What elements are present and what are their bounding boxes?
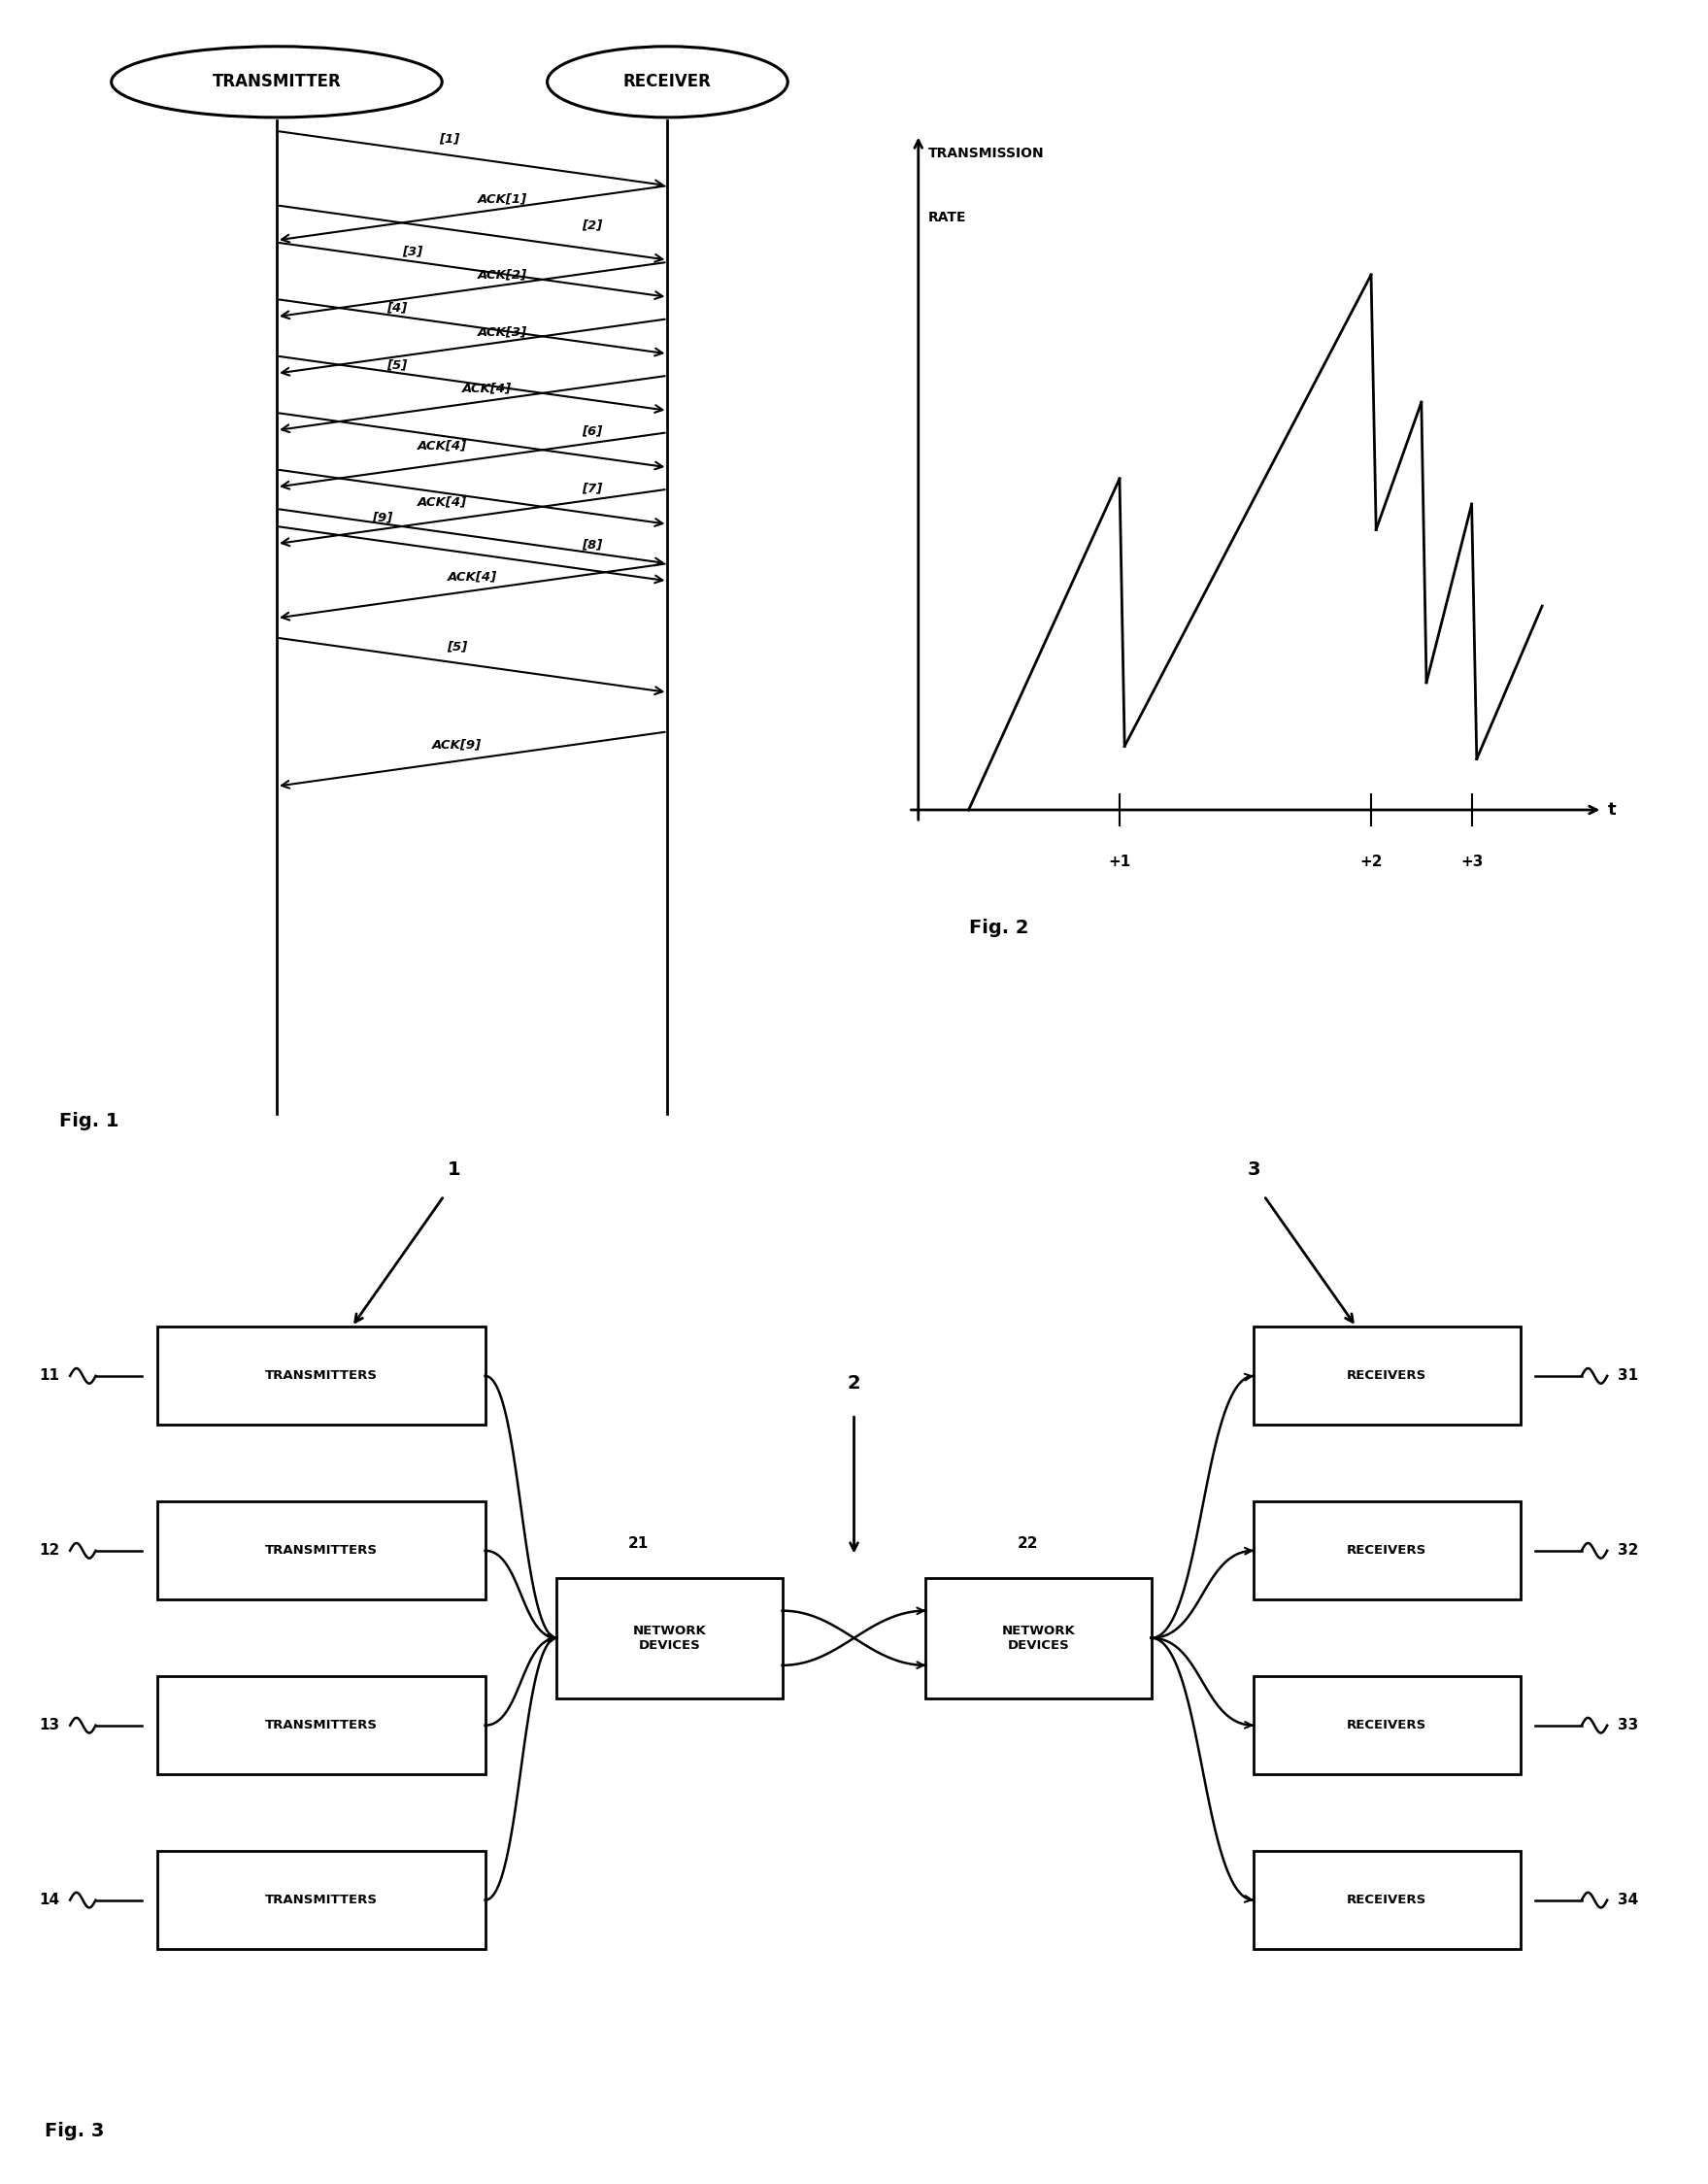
Text: RATE: RATE bbox=[929, 210, 967, 225]
FancyBboxPatch shape bbox=[926, 1579, 1151, 1699]
Text: Fig. 3: Fig. 3 bbox=[44, 2123, 104, 2140]
Text: 1: 1 bbox=[447, 1162, 461, 1179]
Text: [2]: [2] bbox=[582, 218, 603, 232]
Text: TRANSMITTER: TRANSMITTER bbox=[212, 72, 342, 92]
Text: 2: 2 bbox=[847, 1374, 861, 1393]
Text: 22: 22 bbox=[1018, 1535, 1038, 1551]
Text: ACK[9]: ACK[9] bbox=[432, 738, 482, 751]
FancyBboxPatch shape bbox=[1254, 1503, 1520, 1601]
Text: ACK[1]: ACK[1] bbox=[477, 192, 528, 205]
Text: ACK[4]: ACK[4] bbox=[447, 570, 497, 583]
Text: 31: 31 bbox=[1617, 1369, 1638, 1382]
FancyBboxPatch shape bbox=[157, 1852, 485, 1950]
Text: 3: 3 bbox=[1247, 1162, 1261, 1179]
Text: NETWORK
DEVICES: NETWORK DEVICES bbox=[1001, 1625, 1076, 1651]
Text: 33: 33 bbox=[1617, 1719, 1638, 1732]
Text: ACK[3]: ACK[3] bbox=[477, 325, 528, 339]
Text: TRANSMITTERS: TRANSMITTERS bbox=[265, 1719, 377, 1732]
Text: RECEIVERS: RECEIVERS bbox=[1348, 1719, 1426, 1732]
Text: 12: 12 bbox=[39, 1544, 60, 1557]
Text: 14: 14 bbox=[39, 1894, 60, 1907]
Text: t: t bbox=[1607, 802, 1616, 819]
Text: ACK[4]: ACK[4] bbox=[463, 382, 512, 395]
FancyBboxPatch shape bbox=[1254, 1677, 1520, 1773]
Text: [5]: [5] bbox=[386, 358, 407, 371]
Text: RECEIVERS: RECEIVERS bbox=[1348, 1369, 1426, 1382]
FancyBboxPatch shape bbox=[157, 1328, 485, 1426]
Text: [7]: [7] bbox=[582, 483, 603, 494]
Text: TRANSMITTERS: TRANSMITTERS bbox=[265, 1369, 377, 1382]
Text: NETWORK
DEVICES: NETWORK DEVICES bbox=[632, 1625, 707, 1651]
Text: 32: 32 bbox=[1617, 1544, 1638, 1557]
Text: 21: 21 bbox=[629, 1535, 649, 1551]
Text: +1: +1 bbox=[1108, 854, 1131, 869]
Text: RECEIVER: RECEIVER bbox=[623, 72, 712, 92]
Text: [4]: [4] bbox=[386, 301, 407, 314]
Text: Fig. 2: Fig. 2 bbox=[968, 919, 1028, 937]
FancyBboxPatch shape bbox=[1254, 1328, 1520, 1426]
Text: 34: 34 bbox=[1617, 1894, 1638, 1907]
Text: [5]: [5] bbox=[447, 640, 468, 653]
Text: [1]: [1] bbox=[439, 133, 459, 144]
Text: TRANSMITTERS: TRANSMITTERS bbox=[265, 1894, 377, 1907]
Text: TRANSMITTERS: TRANSMITTERS bbox=[265, 1544, 377, 1557]
Text: [8]: [8] bbox=[582, 539, 603, 550]
Text: [6]: [6] bbox=[582, 426, 603, 437]
Text: TRANSMISSION: TRANSMISSION bbox=[929, 146, 1045, 159]
FancyBboxPatch shape bbox=[557, 1579, 782, 1699]
FancyBboxPatch shape bbox=[157, 1677, 485, 1773]
Text: 13: 13 bbox=[39, 1719, 60, 1732]
Text: Fig. 1: Fig. 1 bbox=[58, 1112, 118, 1131]
Text: ACK[2]: ACK[2] bbox=[477, 269, 528, 282]
Text: +3: +3 bbox=[1460, 854, 1483, 869]
Text: +2: +2 bbox=[1360, 854, 1382, 869]
Text: RECEIVERS: RECEIVERS bbox=[1348, 1894, 1426, 1907]
Text: [9]: [9] bbox=[372, 511, 393, 524]
Text: RECEIVERS: RECEIVERS bbox=[1348, 1544, 1426, 1557]
FancyBboxPatch shape bbox=[157, 1503, 485, 1601]
Text: ACK[4]: ACK[4] bbox=[417, 496, 466, 509]
Text: 11: 11 bbox=[39, 1369, 60, 1382]
Text: ACK[4]: ACK[4] bbox=[417, 439, 466, 452]
Text: [3]: [3] bbox=[401, 245, 422, 258]
FancyBboxPatch shape bbox=[1254, 1852, 1520, 1950]
